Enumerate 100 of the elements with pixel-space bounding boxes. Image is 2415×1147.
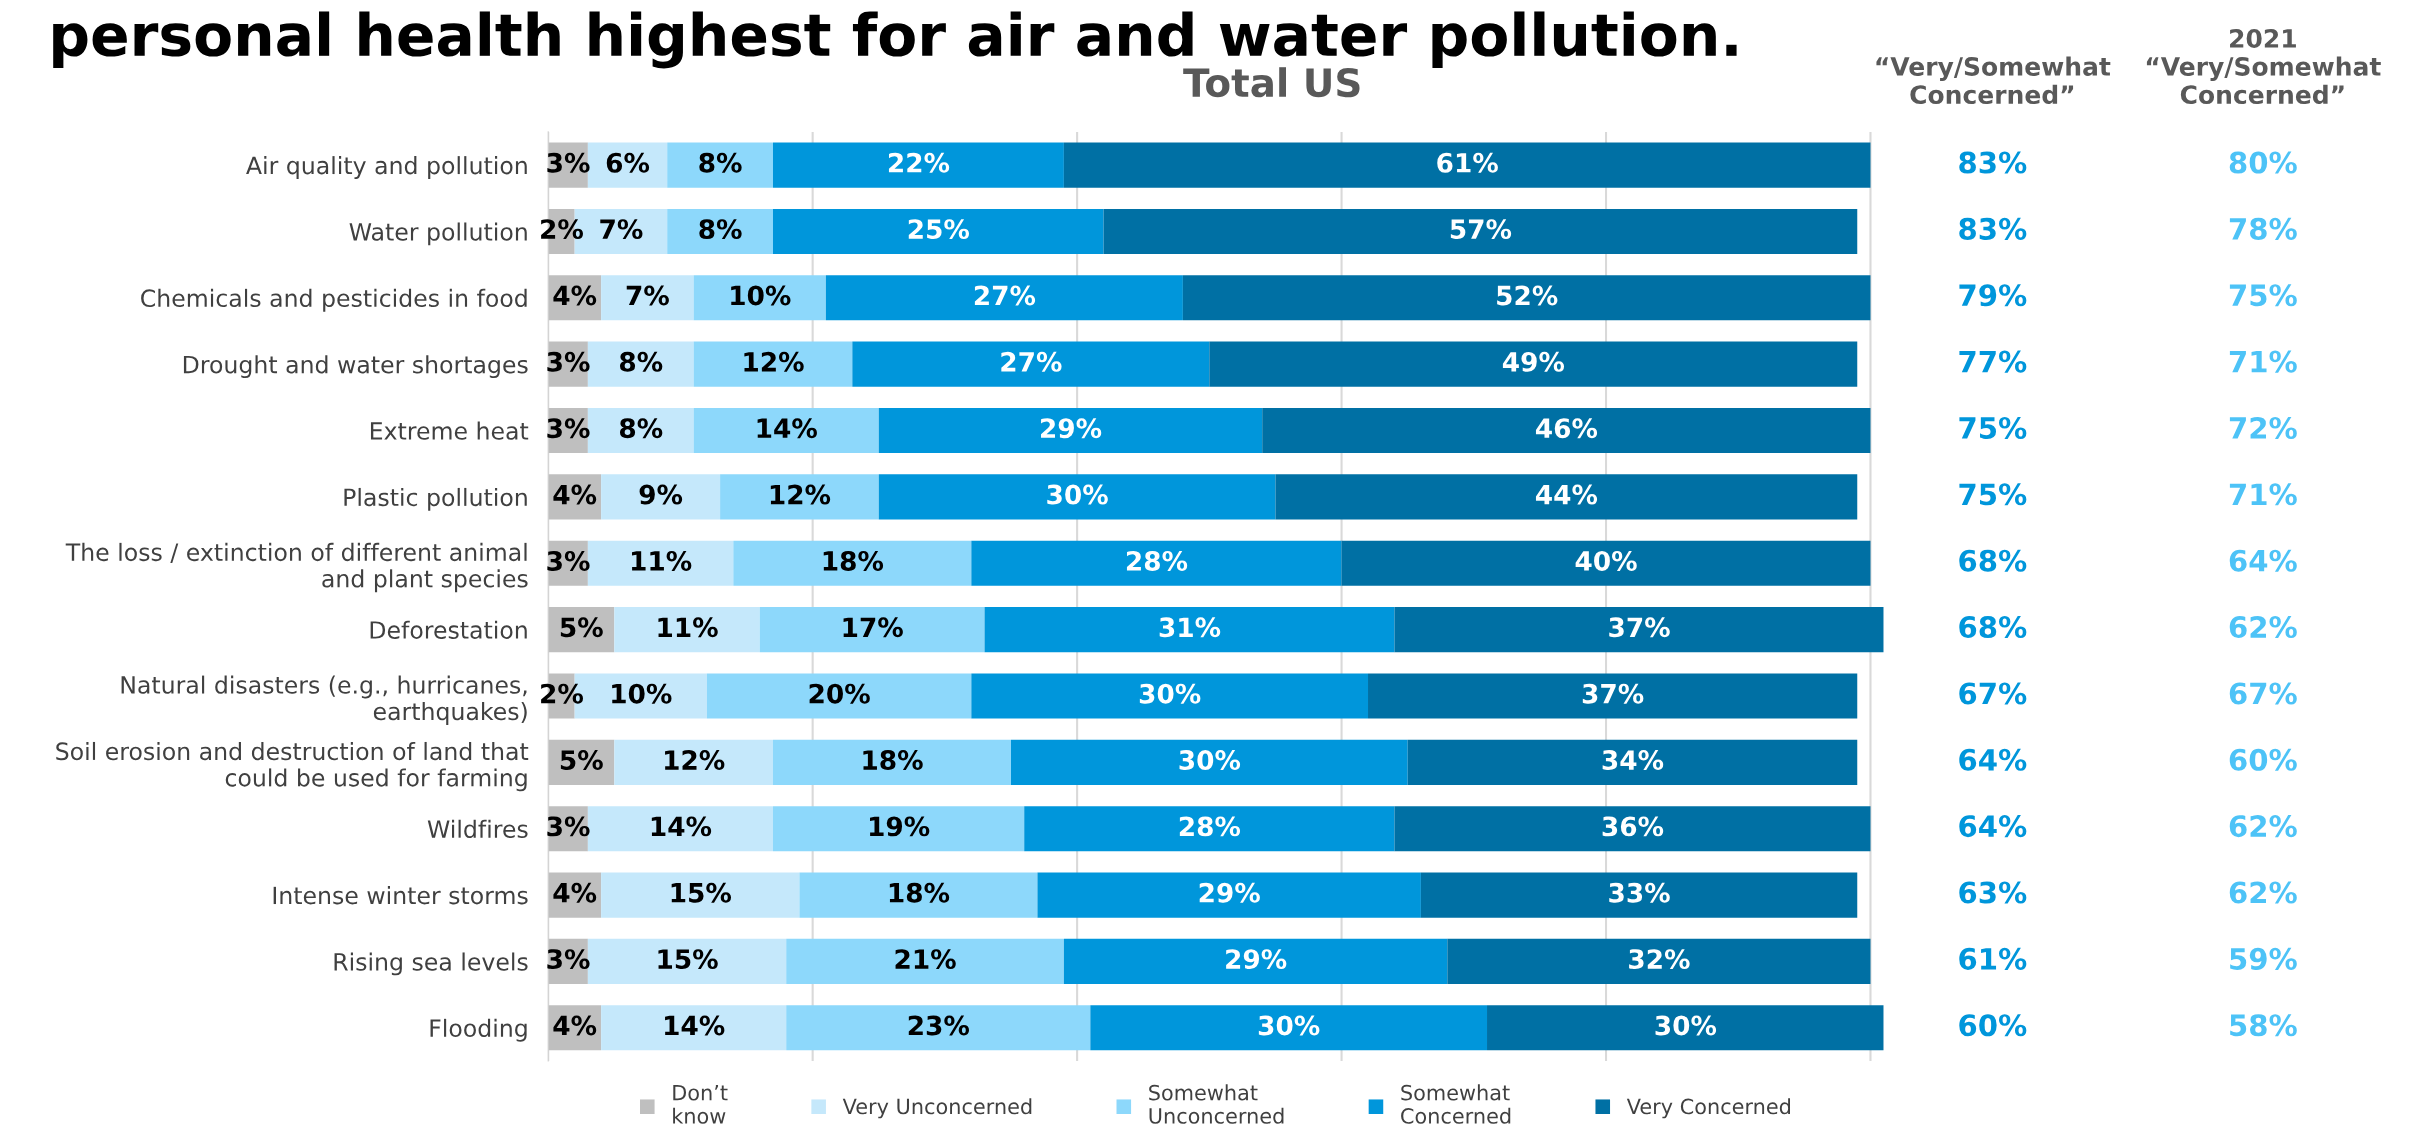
text: 62%: [2229, 881, 2297, 904]
data-label: 19%: [870, 816, 930, 837]
data-label: 49%: [1502, 351, 1565, 372]
data-label: 10%: [731, 285, 791, 306]
bar: [852, 341, 1210, 387]
text: 2021 “Very/Somewhat Concerned”: [2146, 29, 2381, 105]
y-tick-label: Drought and water shortages: [183, 355, 528, 379]
bar: [1011, 739, 1408, 785]
data-label: 8%: [619, 418, 663, 439]
data-label: 30%: [1139, 683, 1201, 704]
data-label: 29%: [1041, 418, 1102, 439]
text: 62%: [2229, 616, 2297, 639]
text: 67%: [1959, 682, 2027, 705]
data-label: 11%: [631, 550, 692, 571]
data-label: 4%: [553, 285, 597, 306]
bar: [601, 872, 800, 918]
data-label: 7%: [600, 219, 643, 240]
data-label: 40%: [1575, 550, 1637, 571]
legend-label: Somewhat Unconcerned: [1149, 1084, 1284, 1124]
bar: [786, 1005, 1091, 1051]
bar: [1063, 142, 1871, 188]
bar: [1368, 673, 1858, 719]
data-label: 4%: [553, 484, 597, 505]
bar: [601, 474, 721, 520]
data-label: 23%: [908, 1015, 970, 1036]
data-label: 29%: [1226, 949, 1287, 970]
data-label: 12%: [665, 750, 725, 770]
text: 83%: [1959, 151, 2027, 174]
y-tick-label: The loss / extinction of different animal and plant species: [65, 542, 528, 593]
data-label: 18%: [889, 882, 950, 903]
bar: [772, 806, 1025, 852]
text: 64%: [2229, 549, 2297, 572]
bar: [1275, 474, 1858, 520]
data-label: 28%: [1179, 816, 1241, 837]
data-label: 57%: [1450, 219, 1512, 240]
legend-label: Somewhat Concerned: [1401, 1084, 1511, 1124]
data-label: 18%: [863, 750, 923, 770]
text: 64%: [1959, 815, 2027, 838]
text: 58%: [2230, 1014, 2297, 1037]
bar: [693, 341, 853, 387]
text: 78%: [2229, 217, 2297, 240]
text: 79%: [1959, 284, 2027, 307]
data-label: 31%: [1159, 617, 1221, 638]
data-label: 15%: [658, 949, 718, 970]
y-tick-label: Intense winter storms: [273, 886, 528, 905]
bar: [693, 407, 879, 454]
data-label: 3%: [547, 418, 590, 439]
text: 77%: [1959, 350, 2027, 373]
data-label: 3%: [547, 550, 590, 571]
data-label: 27%: [1001, 351, 1062, 372]
data-label: 7%: [626, 285, 669, 306]
data-label: 5%: [560, 617, 603, 638]
text: 64%: [1959, 748, 2027, 771]
data-label: 3%: [547, 949, 590, 970]
data-label: 21%: [895, 949, 956, 970]
text: 67%: [2229, 682, 2297, 705]
data-label: 2%: [541, 219, 583, 240]
bar: [878, 407, 1263, 454]
bar: [706, 673, 972, 719]
bar: [667, 142, 773, 188]
data-label: 37%: [1609, 617, 1670, 638]
data-label: 3%: [547, 816, 590, 837]
bar: [1063, 938, 1448, 984]
bar: [1487, 1005, 1884, 1051]
bar: [693, 275, 826, 321]
bar: [1394, 607, 1884, 653]
bar: [614, 607, 760, 653]
data-label: 25%: [908, 219, 970, 240]
data-label: 22%: [888, 152, 950, 173]
data-label: 3%: [547, 152, 590, 173]
data-label: 46%: [1535, 418, 1598, 439]
legend-label: Don’t know: [673, 1085, 728, 1124]
bar: [1394, 806, 1871, 852]
bar: [825, 275, 1183, 321]
data-label: 3%: [547, 351, 590, 372]
data-label: 27%: [974, 285, 1036, 306]
text: 68%: [1959, 616, 2027, 639]
bar: [1407, 739, 1858, 785]
text: 71%: [2229, 350, 2297, 373]
bar: [971, 540, 1342, 586]
text: 80%: [2229, 151, 2297, 174]
data-label: 14%: [651, 816, 712, 837]
bar: [733, 540, 972, 586]
legend-label: Very Unconcerned: [842, 1098, 1032, 1119]
data-label: 44%: [1535, 484, 1598, 505]
data-label: 4%: [553, 1015, 597, 1036]
y-tick-label: Natural disasters (e.g., hurricanes, earthquakes): [121, 675, 527, 725]
y-tick-label: Air quality and pollution: [246, 156, 527, 179]
text: 75%: [1959, 483, 2027, 506]
bar: [1447, 938, 1871, 984]
bar: [1420, 872, 1858, 918]
data-label: 30%: [1047, 484, 1108, 505]
text: 75%: [1959, 416, 2027, 439]
data-label: 14%: [757, 418, 817, 439]
text: 83%: [1959, 217, 2027, 240]
data-label: 5%: [560, 750, 603, 770]
text: 75%: [2229, 284, 2297, 307]
data-label: 30%: [1258, 1015, 1320, 1036]
data-label: 8%: [699, 219, 742, 240]
data-label: 18%: [823, 550, 884, 571]
